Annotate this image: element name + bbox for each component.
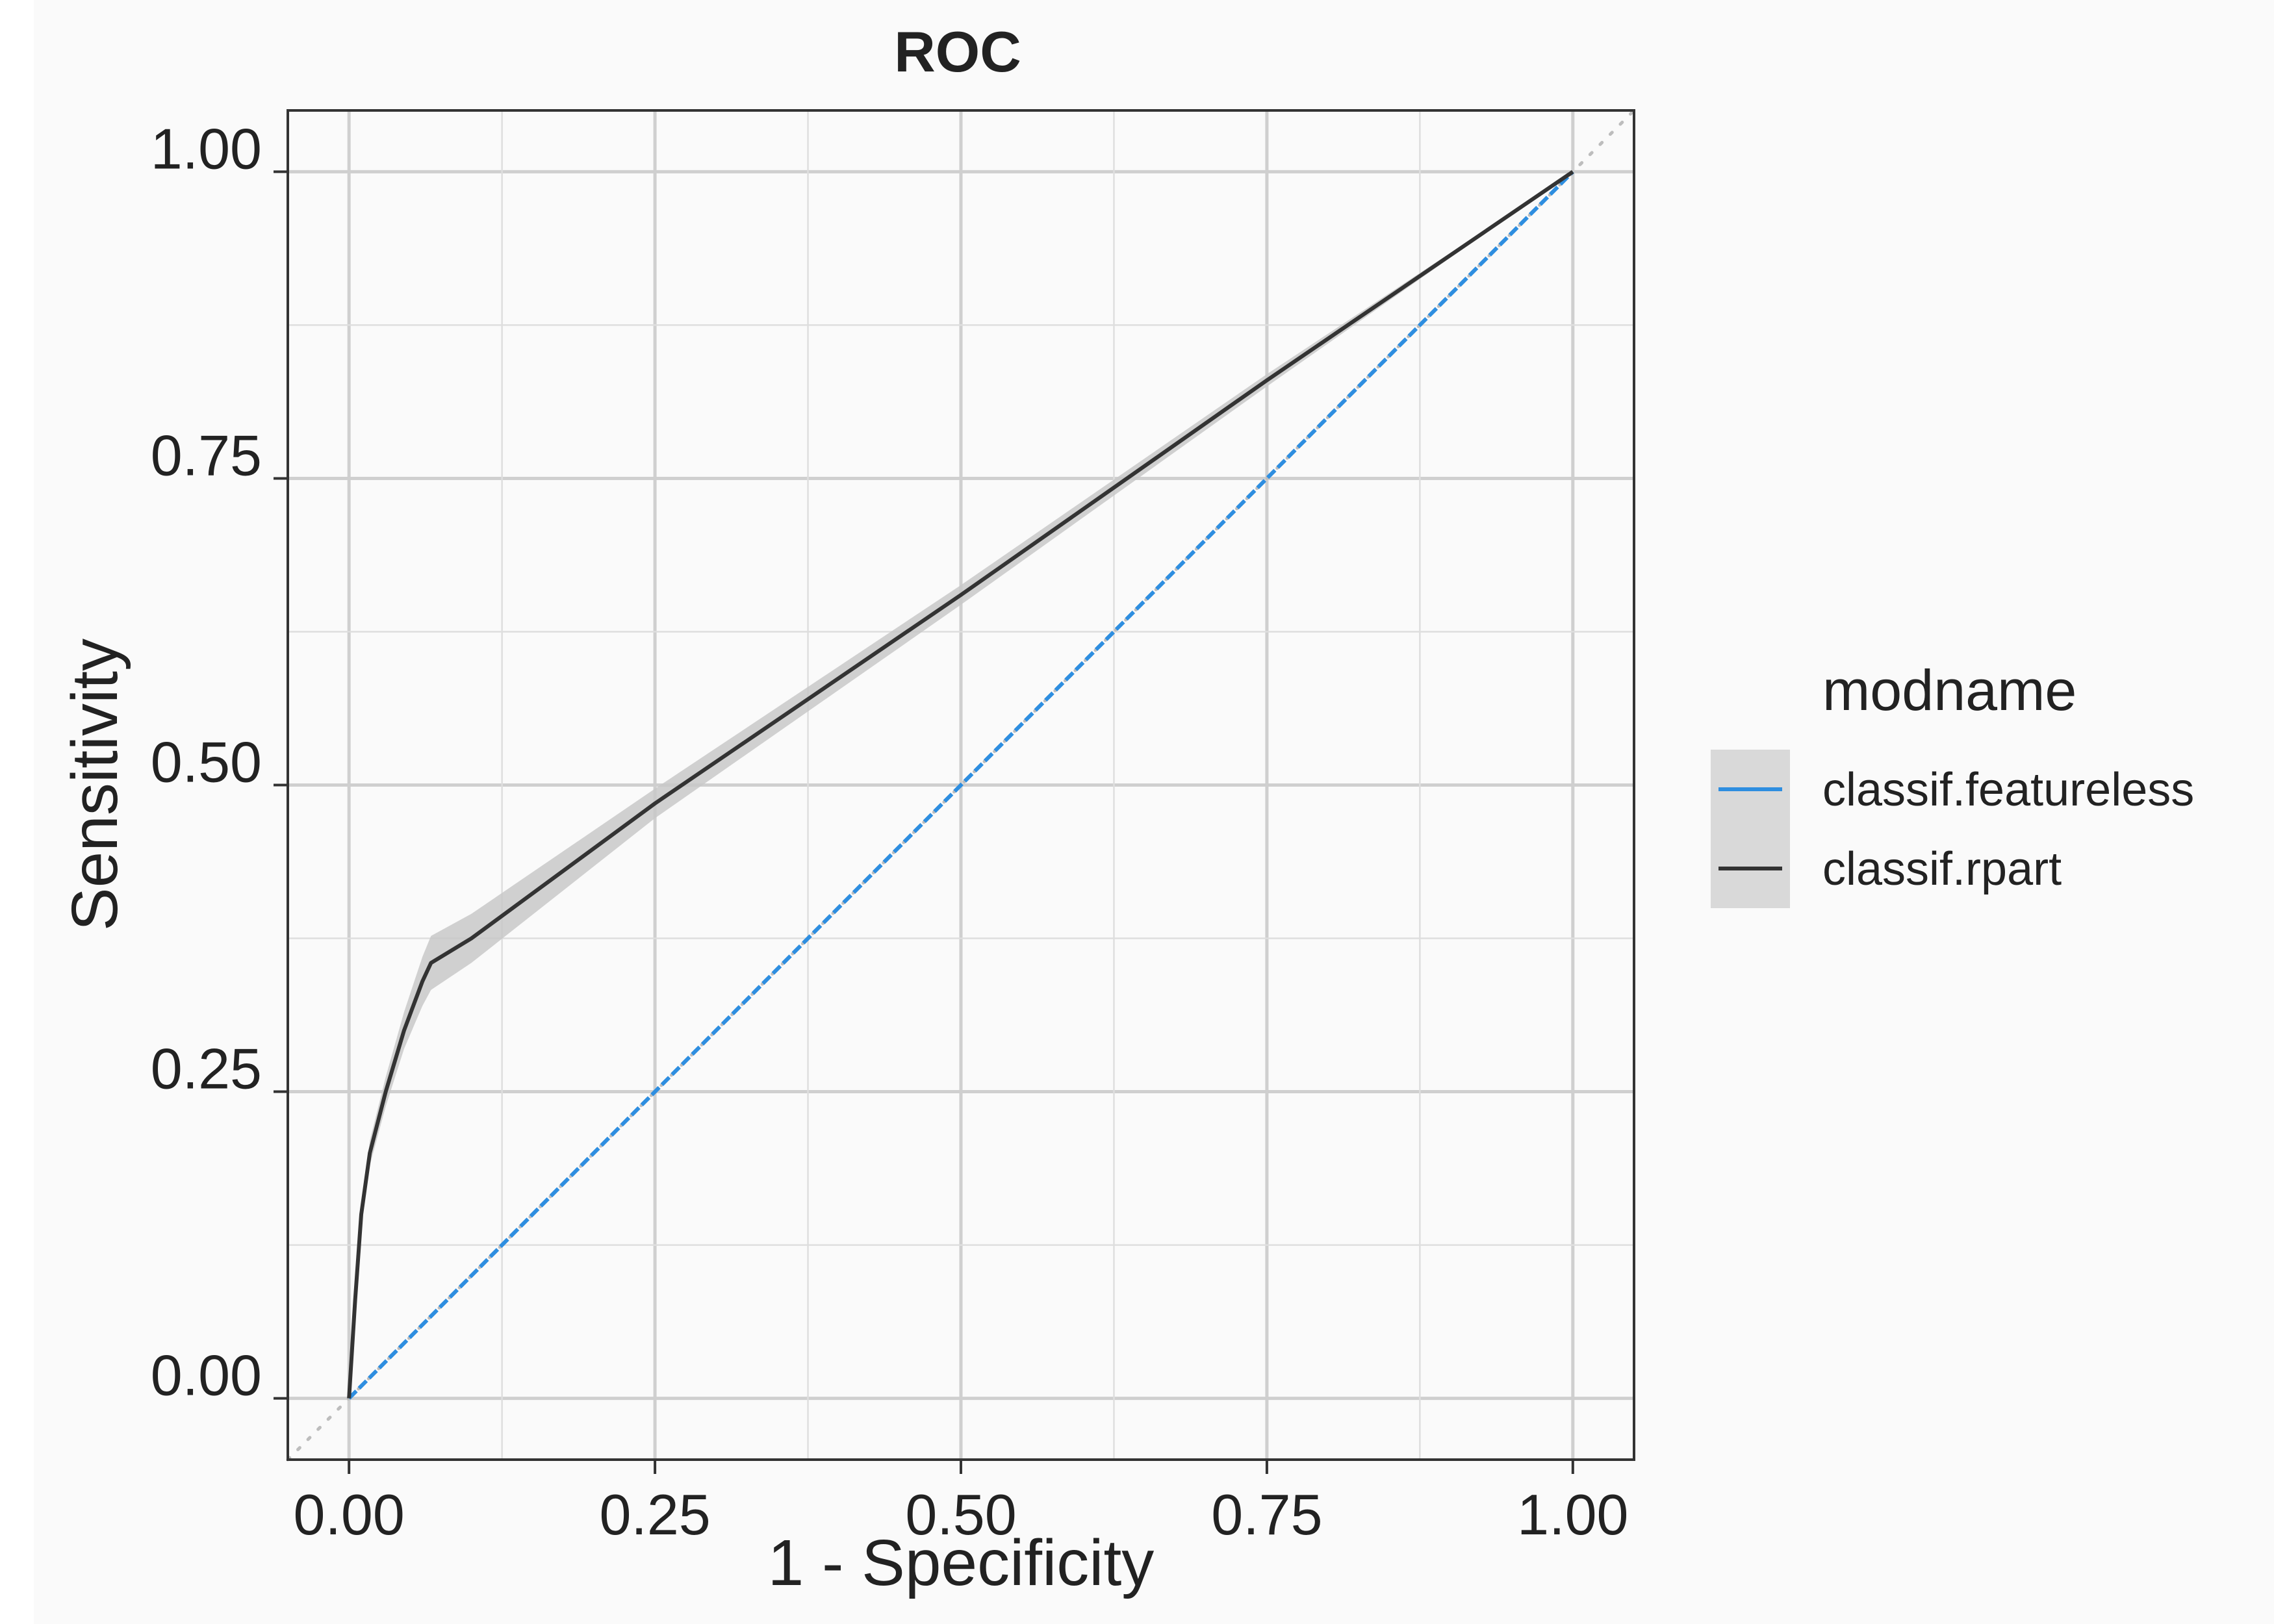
series-lines xyxy=(347,170,1574,1400)
legend-label-1: classif.rpart xyxy=(1822,843,2062,895)
x-tick-label-0: 0.00 xyxy=(294,1482,405,1547)
y-tick-label-4: 1.00 xyxy=(151,116,262,181)
x-tick-label-4: 1.00 xyxy=(1517,1482,1628,1547)
y-axis-ticks: 0.00 0.25 0.50 0.75 1.00 xyxy=(151,116,288,1408)
legend-label-0: classif.featureless xyxy=(1822,764,2194,816)
series-line-classif.featureless xyxy=(348,170,1574,1400)
y-tick-label-0: 0.00 xyxy=(151,1343,262,1408)
y-tick-label-2: 0.50 xyxy=(151,730,262,794)
x-tick-label-1: 0.25 xyxy=(599,1482,710,1547)
x-tick-label-2: 0.50 xyxy=(905,1482,1016,1547)
x-tick-label-3: 0.75 xyxy=(1211,1482,1322,1547)
legend: modname classif.featureless classif.rpart xyxy=(1711,658,2194,908)
y-tick-label-1: 0.25 xyxy=(151,1037,262,1101)
x-axis-ticks: 0.00 0.25 0.50 0.75 1.00 xyxy=(294,1460,1628,1547)
series-line-classif.rpart xyxy=(347,170,1574,1399)
chart-title: ROC xyxy=(894,19,1021,84)
y-axis-label: Sensitivity xyxy=(58,639,131,931)
grid-lines xyxy=(288,110,1634,1460)
y-tick-label-3: 0.75 xyxy=(151,423,262,487)
x-axis-label: 1 - Specificity xyxy=(768,1527,1155,1599)
legend-title: modname xyxy=(1822,658,2076,722)
